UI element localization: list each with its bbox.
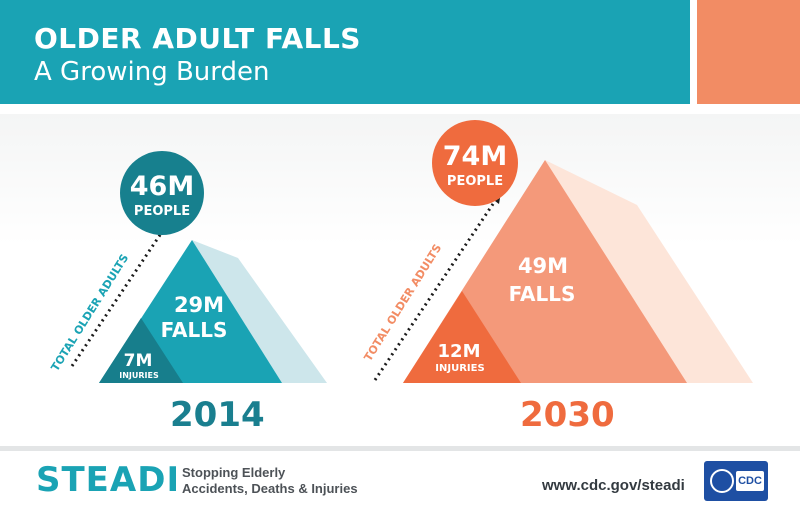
steadi-logo[interactable]: STEADI (36, 460, 181, 500)
injuries-value-2030: 12M (438, 341, 481, 362)
falls-value-2014: 29M (174, 293, 224, 317)
falls-value-2030: 49M (518, 254, 568, 278)
website-link[interactable]: www.cdc.gov/steadi (542, 477, 685, 494)
panel-2014: 46M PEOPLE TOTAL OLDER ADULTS 29M FALLS … (49, 151, 327, 383)
panel-2030: 74M PEOPLE TOTAL OLDER ADULTS 49M FALLS … (362, 120, 753, 383)
people-label-2030: PEOPLE (447, 174, 503, 189)
injuries-value-2014: 7M (124, 351, 153, 371)
injuries-label-2014: INJURIES (119, 371, 159, 380)
footer-divider (0, 446, 800, 451)
cdc-badge: CDC (736, 471, 764, 491)
steadi-tagline: Stopping Elderly Accidents, Deaths & Inj… (182, 465, 358, 497)
page-title: OLDER ADULT FALLS (34, 22, 361, 55)
falls-label-2014: FALLS (161, 318, 228, 342)
year-label-2014: 2014 (170, 395, 265, 435)
tagline-line-1: Stopping Elderly (182, 465, 286, 480)
pyramid-2030-side (545, 160, 753, 383)
people-circle-2030 (432, 120, 518, 206)
pyramid-2014-injuries (99, 318, 183, 383)
cdc-logo[interactable]: CDC (704, 461, 768, 501)
hhs-eagle-icon (710, 469, 734, 493)
tagline-line-2: Accidents, Deaths & Injuries (182, 481, 358, 496)
pyramid-2030-injuries (403, 291, 521, 383)
year-label-2030: 2030 (520, 395, 615, 435)
pyramid-2014-side (192, 240, 327, 383)
people-label-2014: PEOPLE (134, 204, 190, 219)
people-value-2030: 74M (443, 141, 507, 172)
axis-arrow-2014 (70, 225, 168, 367)
injuries-label-2030: INJURIES (435, 363, 484, 374)
header-accent-block (697, 0, 800, 104)
axis-arrow-2030 (373, 197, 499, 381)
falls-label-2030: FALLS (509, 282, 576, 306)
people-value-2014: 46M (130, 171, 194, 202)
page-subtitle: A Growing Burden (34, 57, 270, 87)
header-band (0, 0, 690, 104)
people-circle-2014 (120, 151, 204, 235)
